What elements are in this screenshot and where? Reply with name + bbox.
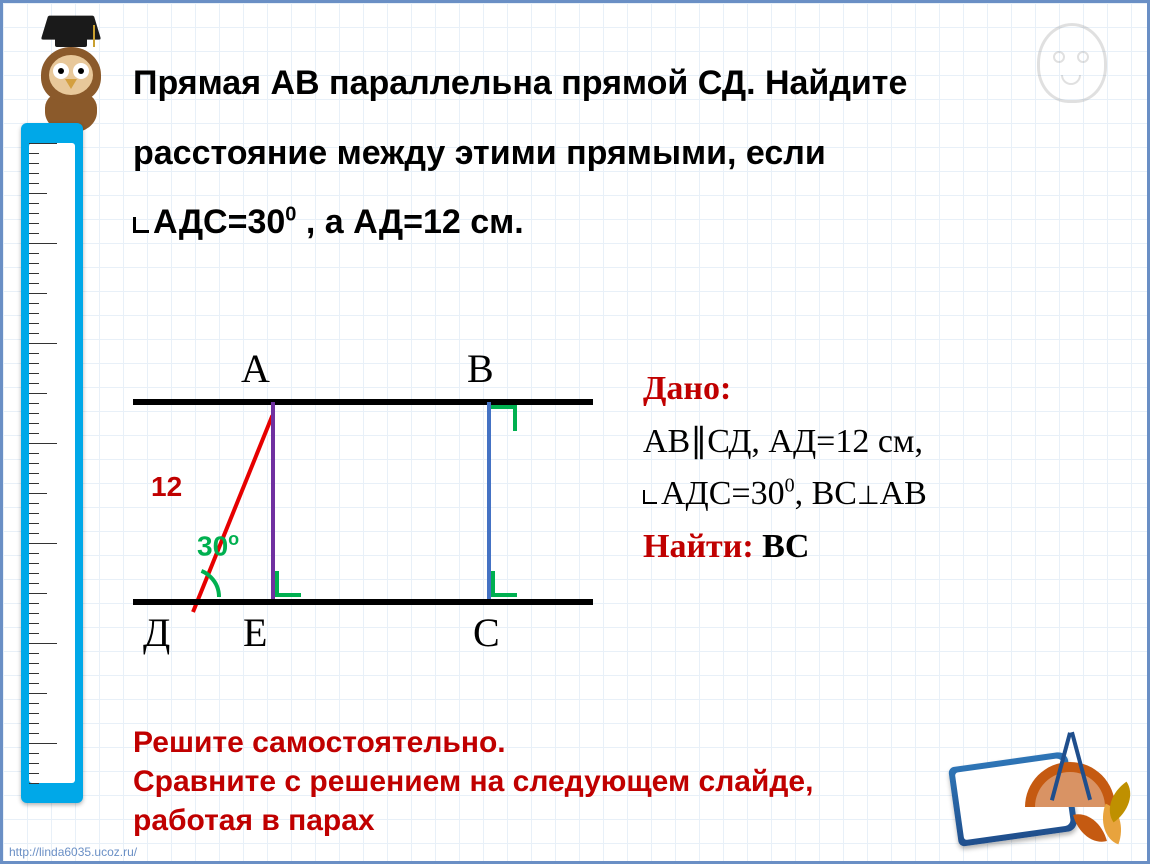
label-e: Е [243, 609, 267, 656]
tools-decoration [943, 697, 1133, 847]
label-b: В [467, 345, 494, 392]
problem-degree: 0 [285, 204, 296, 226]
instruction-l2: Сравните с решением на следующем слайде,… [133, 765, 813, 837]
right-angle-e [275, 571, 301, 597]
slide: Прямая АВ параллельна прямой СД. Найдите… [0, 0, 1150, 864]
given-line2: АДС=300, ВС⊥АВ [643, 468, 1123, 521]
problem-line2: расстояние между этими прямыми, если [133, 134, 826, 172]
find-line: Найти: ВС [643, 521, 1123, 574]
right-angle-c [491, 571, 517, 597]
given-panel: Дано: АВ∥СД, АД=12 см, АДС=300, ВС⊥АВ На… [643, 363, 1123, 574]
angle-symbol-2 [643, 490, 657, 504]
ruler-scale [29, 143, 75, 783]
geometry-diagram: А В 12 30о Д Е С [133, 343, 603, 703]
given-header: Дано: [643, 363, 1123, 416]
find-label: Найти: [643, 528, 754, 565]
footer-url: http://linda6035.ucoz.ru/ [9, 845, 137, 859]
problem-line1: Прямая АВ параллельна прямой СД. Найдите [133, 64, 907, 102]
angle-symbol [133, 217, 149, 233]
problem-statement: Прямая АВ параллельна прямой СД. Найдите… [133, 49, 1113, 258]
given-line1: АВ∥СД, АД=12 см, [643, 416, 1123, 469]
ruler-decoration [21, 123, 83, 803]
instruction-text: Решите самостоятельно. Сравните с решени… [133, 723, 893, 840]
instruction-l1: Решите самостоятельно. [133, 726, 506, 759]
length-12: 12 [151, 471, 182, 503]
angle-30: 30о [197, 529, 239, 562]
find-value: ВС [762, 528, 809, 565]
right-angle-b [491, 405, 517, 431]
label-a: А [241, 345, 270, 392]
leaves-icon [1063, 787, 1133, 847]
line-ab [133, 399, 593, 405]
problem-line3-pre: АДС=30 [153, 203, 285, 241]
label-d: Д [143, 609, 170, 656]
line-cd [133, 599, 593, 605]
problem-line3-post: , а АД=12 см. [296, 203, 523, 241]
owl-decoration [27, 21, 117, 131]
label-c: С [473, 609, 500, 656]
